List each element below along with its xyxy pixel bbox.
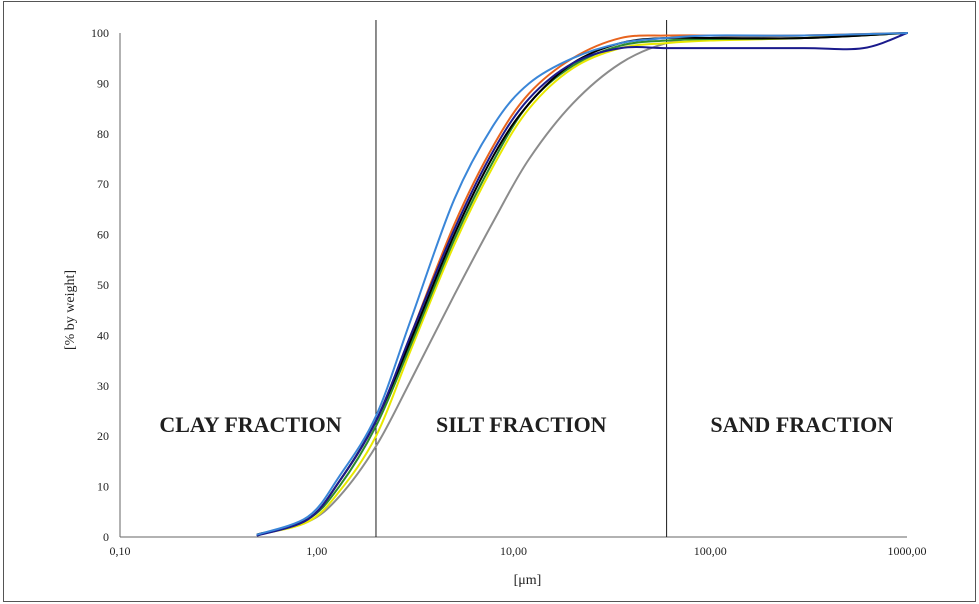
fraction-boundaries — [375, 20, 668, 537]
x-axis-title: [μm] — [514, 573, 542, 588]
chart-frame — [3, 1, 976, 602]
y-tick-label: 70 — [97, 177, 109, 191]
x-tick-label: 100,00 — [694, 544, 727, 558]
y-tick-label: 0 — [103, 530, 109, 544]
series-line — [256, 32, 908, 536]
series-line — [256, 32, 908, 536]
series-lines — [256, 32, 908, 537]
series-line — [256, 32, 908, 536]
x-tick-label: 1,00 — [306, 544, 327, 558]
y-tick-label: 40 — [97, 328, 109, 342]
series-line — [256, 32, 908, 537]
y-tick-label: 60 — [97, 228, 109, 242]
y-axis-title: [% by weight] — [63, 270, 78, 350]
silt-fraction-label: SILT FRACTION — [436, 412, 607, 437]
y-tick-label: 90 — [97, 76, 109, 90]
y-tick-label: 20 — [97, 429, 109, 443]
clay-fraction-label: CLAY FRACTION — [159, 412, 341, 437]
y-tick-label: 30 — [97, 379, 109, 393]
tick-labels: 0 10 20 30 40 50 60 70 80 90 100 0,10 1,00 10,00 100,0… — [91, 26, 927, 558]
x-tick-label: 0,10 — [110, 544, 131, 558]
y-tick-label: 100 — [91, 26, 109, 40]
x-tick-label: 10,00 — [500, 544, 527, 558]
region-labels: CLAY FRACTION SILT FRACTION SAND FRACTIO… — [159, 412, 893, 437]
sand-fraction-label: SAND FRACTION — [710, 412, 893, 437]
y-tick-label: 10 — [97, 480, 109, 494]
axes — [119, 33, 907, 538]
x-tick-label: 1000,00 — [888, 544, 927, 558]
y-tick-label: 80 — [97, 127, 109, 141]
y-tick-label: 50 — [97, 278, 109, 292]
